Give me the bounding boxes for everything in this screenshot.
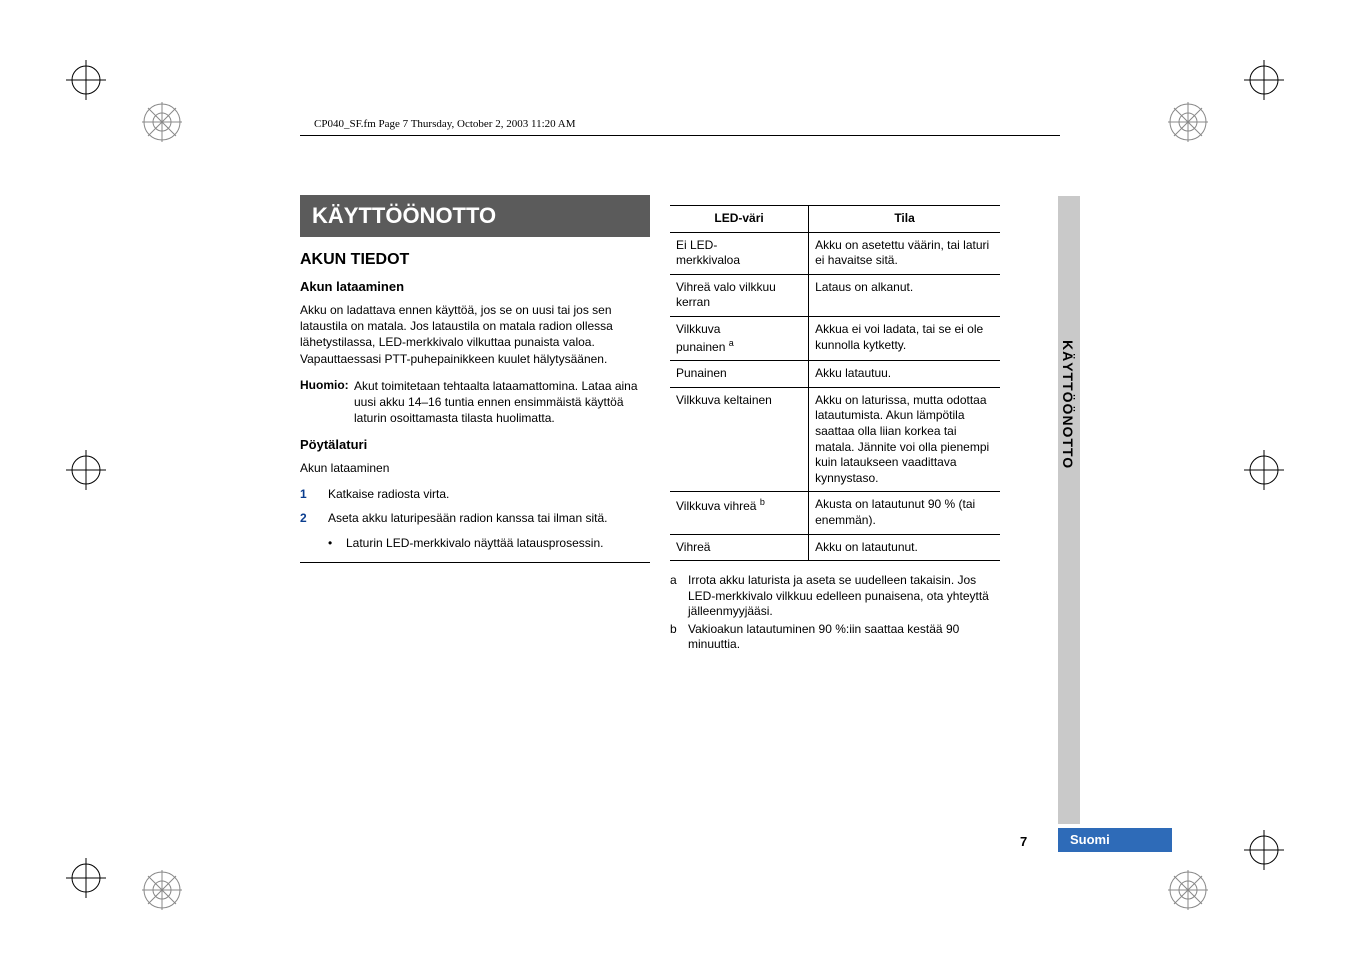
- table-row: Vilkkuva keltainen Akku on laturissa, mu…: [670, 387, 1000, 492]
- reg-mark-tr: [1244, 60, 1284, 100]
- language-tab: Suomi: [1058, 828, 1172, 852]
- cell-led: Vilkkuva vihreä b: [670, 492, 809, 534]
- table-row: Vihreä Akku on latautunut.: [670, 534, 1000, 561]
- cell-led: Vihreä valo vilkkuu kerran: [670, 274, 809, 316]
- th-led-color: LED-väri: [670, 206, 809, 233]
- page-content: KÄYTTÖÖNOTTO AKUN TIEDOT Akun lataaminen…: [300, 195, 1060, 815]
- list-subitem: • Laturin LED-merkkivalo näyttää latausp…: [328, 535, 650, 552]
- reg-mark-ml: [66, 450, 106, 490]
- cell-led: Vilkkuvapunainen a: [670, 316, 809, 360]
- page-title: KÄYTTÖÖNOTTO: [300, 195, 650, 237]
- table-row: Ei LED-merkkivaloa Akku on asetettu väär…: [670, 232, 1000, 274]
- cell-led: Ei LED-merkkivaloa: [670, 232, 809, 274]
- footnote-text: Vakioakun latautuminen 90 %:iin saattaa …: [688, 622, 1000, 653]
- subheading-desktop-charger: Pöytälaturi: [300, 437, 650, 452]
- corner-mark-bl: [140, 868, 184, 912]
- list-item: 1 Katkaise radiosta virta.: [300, 486, 650, 503]
- reg-mark-mr: [1244, 450, 1284, 490]
- reg-mark-bl: [66, 858, 106, 898]
- section-heading: AKUN TIEDOT: [300, 251, 650, 269]
- note-text: Akut toimitetaan tehtaalta lataamattomin…: [354, 378, 650, 427]
- cell-led: Vilkkuva keltainen: [670, 387, 809, 492]
- footnote-b: b Vakioakun latautuminen 90 %:iin saatta…: [670, 622, 1000, 653]
- cell-led: Punainen: [670, 361, 809, 388]
- paragraph-charging: Akku on ladattava ennen käyttöä, jos se …: [300, 302, 650, 367]
- reg-mark-br2: [1244, 830, 1284, 870]
- cell-status: Akku on asetettu väärin, tai laturi ei h…: [809, 232, 1000, 274]
- table-header-row: LED-väri Tila: [670, 206, 1000, 233]
- table-row: Vilkkuvapunainen a Akkua ei voi ladata, …: [670, 316, 1000, 360]
- footnote-a: a Irrota akku laturista ja aseta se uude…: [670, 573, 1000, 620]
- side-tab-bg: [1058, 196, 1080, 824]
- led-status-table: LED-väri Tila Ei LED-merkkivaloa Akku on…: [670, 205, 1000, 561]
- cell-status: Akkua ei voi ladata, tai se ei ole kunno…: [809, 316, 1000, 360]
- note-block: Huomio: Akut toimitetaan tehtaalta lataa…: [300, 377, 650, 427]
- subheading-charging: Akun lataaminen: [300, 279, 650, 294]
- th-status: Tila: [809, 206, 1000, 233]
- right-column: LED-väri Tila Ei LED-merkkivaloa Akku on…: [670, 205, 1000, 655]
- page-number: 7: [1020, 834, 1027, 849]
- note-label: Huomio:: [300, 378, 349, 392]
- table-row: Punainen Akku latautuu.: [670, 361, 1000, 388]
- footnote-text: Irrota akku laturista ja aseta se uudell…: [688, 573, 1000, 620]
- cell-status: Akku on laturissa, mutta odottaa latautu…: [809, 387, 1000, 492]
- cell-status: Lataus on alkanut.: [809, 274, 1000, 316]
- footnote-key: a: [670, 573, 688, 620]
- list-subtext: Laturin LED-merkkivalo näyttää latauspro…: [346, 535, 603, 552]
- numbered-list: 1 Katkaise radiosta virta. 2 Aseta akku …: [300, 486, 650, 552]
- cell-led: Vihreä: [670, 534, 809, 561]
- footnote-key: b: [670, 622, 688, 653]
- reg-mark-tl: [66, 60, 106, 100]
- corner-mark-br: [1166, 868, 1210, 912]
- sub2-intro: Akun lataaminen: [300, 460, 650, 476]
- list-number: 1: [300, 486, 328, 503]
- print-header: CP040_SF.fm Page 7 Thursday, October 2, …: [310, 118, 580, 130]
- left-column: KÄYTTÖÖNOTTO AKUN TIEDOT Akun lataaminen…: [300, 195, 650, 563]
- table-row: Vilkkuva vihreä b Akusta on latautunut 9…: [670, 492, 1000, 534]
- table-row: Vihreä valo vilkkuu kerran Lataus on alk…: [670, 274, 1000, 316]
- list-number: 2: [300, 510, 328, 527]
- list-item: 2 Aseta akku laturipesään radion kanssa …: [300, 510, 650, 527]
- bullet-icon: •: [328, 535, 346, 552]
- cell-status: Akusta on latautunut 90 % (tai enemmän).: [809, 492, 1000, 534]
- cell-status: Akku latautuu.: [809, 361, 1000, 388]
- side-tab-label: KÄYTTÖÖNOTTO: [1060, 340, 1076, 469]
- corner-mark-tl: [140, 100, 184, 144]
- horizontal-rule: [300, 562, 650, 563]
- cell-status: Akku on latautunut.: [809, 534, 1000, 561]
- footnotes: a Irrota akku laturista ja aseta se uude…: [670, 573, 1000, 653]
- header-rule: [300, 135, 1060, 136]
- list-text: Aseta akku laturipesään radion kanssa ta…: [328, 510, 608, 527]
- corner-mark-tr: [1166, 100, 1210, 144]
- list-text: Katkaise radiosta virta.: [328, 486, 449, 503]
